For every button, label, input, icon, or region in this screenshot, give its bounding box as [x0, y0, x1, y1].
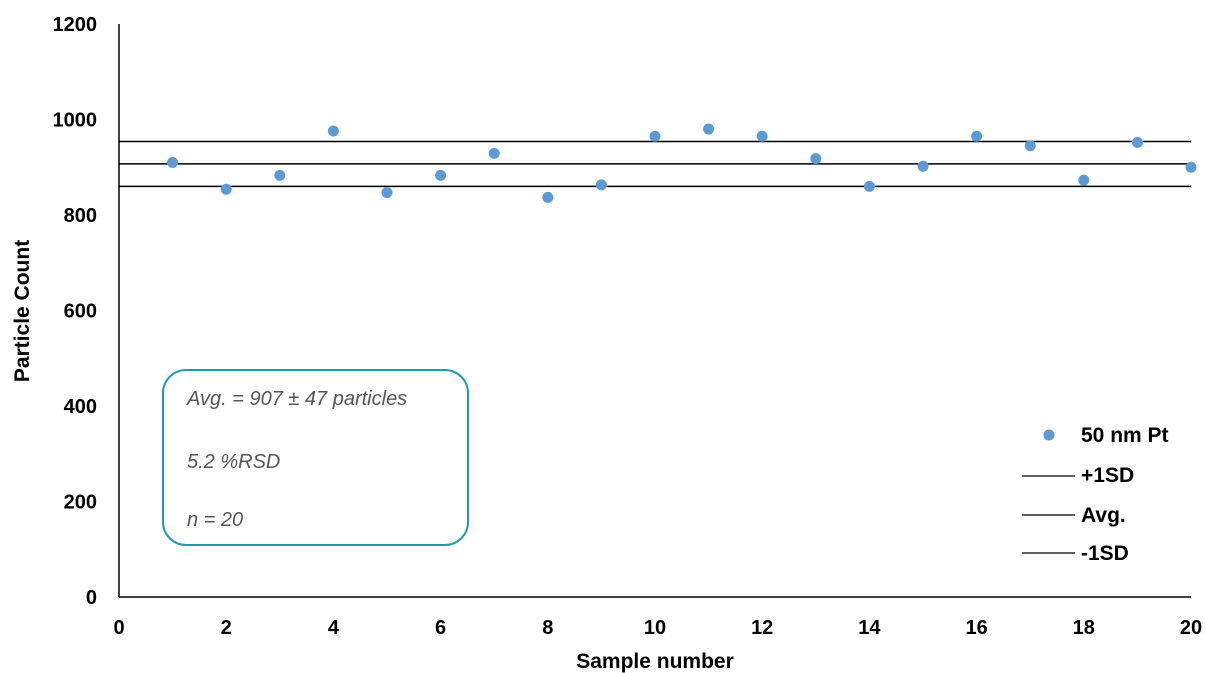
- x-tick-label: 8: [542, 617, 553, 639]
- x-tick-label: 14: [858, 617, 881, 639]
- statistics-annotation-box: Avg. = 907 ± 47 particles 5.2 %RSD n = 2…: [162, 369, 469, 546]
- x-tick-label: 12: [751, 617, 773, 639]
- data-point: [220, 183, 232, 195]
- x-tick-label: 18: [1073, 617, 1095, 639]
- y-tick-labels: 0 200 400 600 800 1000 1200: [53, 14, 98, 609]
- data-point: [1131, 136, 1143, 148]
- y-tick-label: 1000: [53, 110, 98, 132]
- data-point: [435, 169, 447, 181]
- data-point: [971, 130, 983, 142]
- data-points: [167, 123, 1197, 203]
- data-point: [274, 169, 286, 181]
- x-tick-label: 20: [1180, 617, 1202, 639]
- y-tick-label: 600: [64, 301, 97, 323]
- data-point: [863, 180, 875, 192]
- data-point: [1024, 140, 1036, 152]
- data-point: [1078, 174, 1090, 186]
- y-tick-label: 400: [64, 396, 97, 418]
- x-tick-label: 10: [644, 617, 666, 639]
- legend: 50 nm Pt +1SD Avg. -1SD: [1022, 424, 1169, 565]
- legend-label-avg: Avg.: [1081, 504, 1126, 527]
- legend-label-plus1sd: +1SD: [1081, 464, 1134, 487]
- legend-label-series: 50 nm Pt: [1081, 424, 1169, 447]
- data-point: [810, 153, 822, 165]
- annotation-rsd: 5.2 %RSD: [187, 451, 281, 473]
- y-tick-label: 0: [86, 587, 97, 609]
- legend-label-minus1sd: -1SD: [1081, 542, 1129, 565]
- data-point: [756, 130, 768, 142]
- y-tick-label: 800: [64, 205, 97, 227]
- data-point: [1185, 161, 1197, 173]
- data-point: [917, 160, 929, 172]
- annotation-average: Avg. = 907 ± 47 particles: [187, 388, 408, 410]
- y-tick-label: 1200: [53, 14, 98, 36]
- x-tick-label: 6: [435, 617, 446, 639]
- x-axis-title: Sample number: [576, 650, 734, 673]
- annotation-n: n = 20: [187, 509, 244, 531]
- data-point: [381, 187, 393, 199]
- data-point: [595, 179, 607, 191]
- x-tick-labels: 0 2 4 6 8 10 12 14 16 18 20: [113, 617, 1202, 639]
- data-point: [649, 130, 661, 142]
- data-point: [703, 123, 715, 135]
- data-point: [542, 191, 554, 203]
- x-tick-label: 0: [113, 617, 124, 639]
- x-tick-label: 16: [965, 617, 987, 639]
- y-axis-title: Particle Count: [11, 240, 34, 382]
- legend-marker-50nm-pt: [1043, 429, 1055, 441]
- data-point: [488, 147, 500, 159]
- data-point: [327, 125, 339, 137]
- x-tick-label: 2: [221, 617, 232, 639]
- axes: [118, 24, 1191, 598]
- data-point: [167, 156, 179, 168]
- x-tick-label: 4: [328, 617, 340, 639]
- y-tick-label: 200: [64, 492, 97, 514]
